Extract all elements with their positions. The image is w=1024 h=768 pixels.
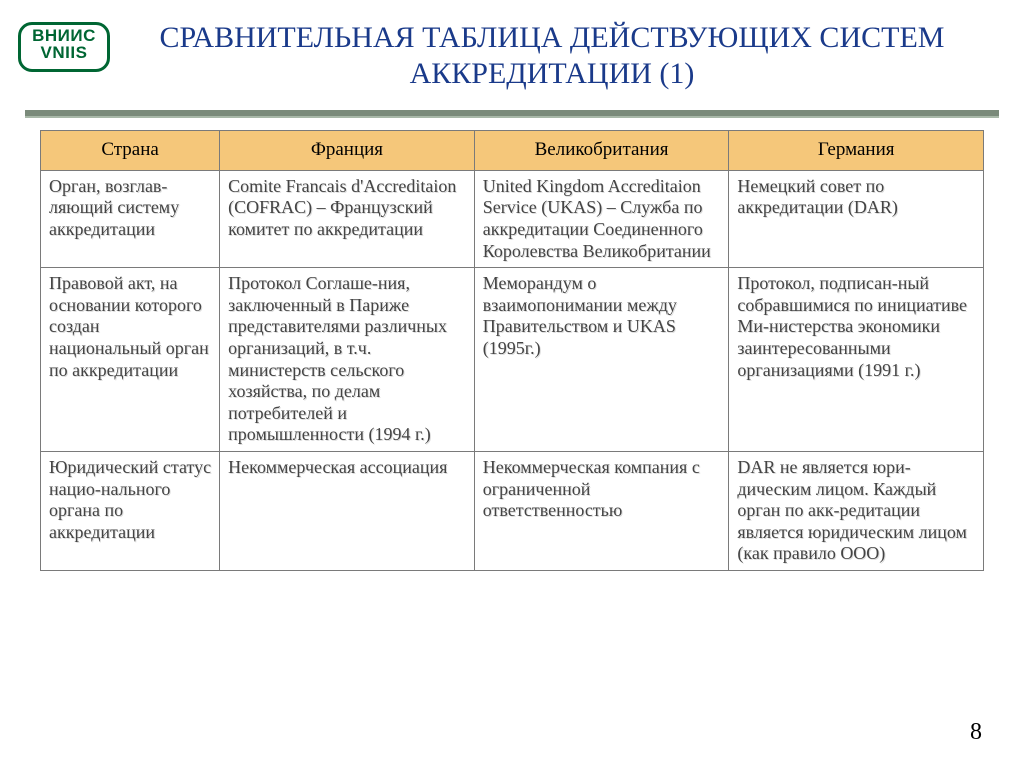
cell: Правовой акт, на основании которого созд… <box>41 268 220 452</box>
cell: Меморандум о взаимопонимании между Прави… <box>474 268 729 452</box>
comparison-table-wrap: Страна Франция Великобритания Германия О… <box>40 130 984 571</box>
col-header-country: Страна <box>41 131 220 171</box>
cell: Comite Francais d'Accreditaion (COFRAC) … <box>220 170 475 267</box>
cell: Орган, возглав-ляющий систему аккредитац… <box>41 170 220 267</box>
col-header-france: Франция <box>220 131 475 171</box>
page-title: СРАВНИТЕЛЬНАЯ ТАБЛИЦА ДЕЙСТВУЮЩИХ СИСТЕМ… <box>120 20 984 92</box>
cell: Некоммерческая компания с ограниченной о… <box>474 451 729 570</box>
comparison-table: Страна Франция Великобритания Германия О… <box>40 130 984 571</box>
table-row: Правовой акт, на основании которого созд… <box>41 268 984 452</box>
table-row: Юридический статус нацио-нального органа… <box>41 451 984 570</box>
header-rule <box>25 110 999 118</box>
page-number: 8 <box>970 719 982 746</box>
cell: Юридический статус нацио-нального органа… <box>41 451 220 570</box>
col-header-germany: Германия <box>729 131 984 171</box>
cell: United Kingdom Accreditaion Service (UKA… <box>474 170 729 267</box>
table-row: Орган, возглав-ляющий систему аккредитац… <box>41 170 984 267</box>
cell: Протокол Соглаше-ния, заключенный в Пари… <box>220 268 475 452</box>
logo: ВНИИС VNIIS <box>18 22 110 72</box>
cell: Протокол, подписан-ный собравшимися по и… <box>729 268 984 452</box>
cell: DAR не является юри-дическим лицом. Кажд… <box>729 451 984 570</box>
cell: Немецкий совет по аккредитации (DAR) <box>729 170 984 267</box>
logo-line2: VNIIS <box>21 44 107 61</box>
table-header-row: Страна Франция Великобритания Германия <box>41 131 984 171</box>
cell: Некоммерческая ассоциация <box>220 451 475 570</box>
col-header-uk: Великобритания <box>474 131 729 171</box>
logo-line1: ВНИИС <box>21 27 107 44</box>
